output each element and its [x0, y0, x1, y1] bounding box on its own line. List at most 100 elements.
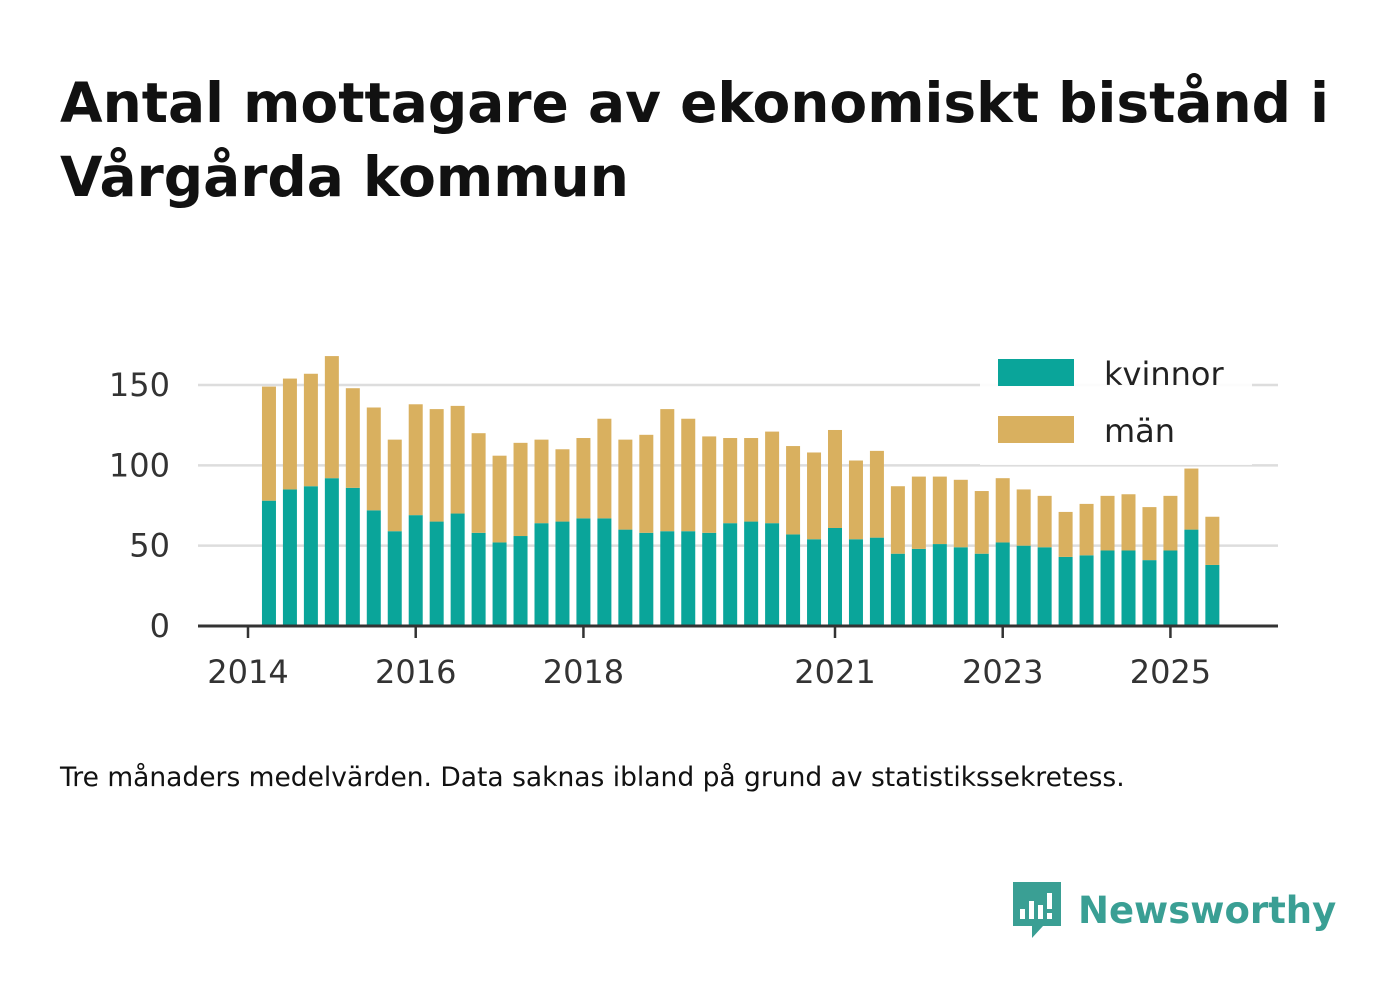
x-tick-label: 2025 [1130, 653, 1211, 691]
bar-kvinnor [639, 532, 654, 626]
bar-man [345, 388, 360, 488]
bar-kvinnor [1163, 550, 1178, 626]
bar-man [387, 439, 402, 532]
bar-man [1037, 495, 1052, 548]
bar-man [974, 491, 989, 554]
brand-logo[interactable]: Newsworthy [1010, 878, 1336, 942]
legend-label: kvinnor [1104, 355, 1225, 393]
bar-man [1058, 511, 1073, 557]
bar-man [932, 476, 947, 545]
bar-man [450, 405, 465, 514]
bar-man [681, 418, 696, 532]
bar-man [618, 439, 633, 530]
bar-man [702, 436, 717, 533]
legend[interactable]: kvinnor män [980, 345, 1252, 465]
bar-kvinnor [282, 489, 297, 626]
legend-swatch [998, 416, 1074, 443]
bar-man [1163, 495, 1178, 551]
bar-kvinnor [828, 527, 842, 626]
newsworthy-logo-icon [1013, 882, 1061, 938]
bar-kvinnor [869, 537, 884, 626]
bar-kvinnor [744, 521, 759, 626]
bar-kvinnor [807, 539, 822, 626]
bar-kvinnor [995, 542, 1010, 626]
bar-man [848, 460, 863, 540]
bar-kvinnor [702, 532, 717, 626]
x-tick-label: 2016 [375, 653, 456, 691]
bar-man [492, 455, 507, 543]
bar-kvinnor [345, 487, 360, 626]
bar-man [408, 404, 423, 516]
bar-kvinnor [513, 536, 528, 626]
brand-name: Newsworthy [1078, 888, 1337, 932]
bar-man [366, 407, 381, 511]
bar-kvinnor [786, 534, 801, 626]
bar-man [1100, 495, 1115, 551]
bar-man [1016, 489, 1031, 546]
bar-kvinnor [1184, 529, 1199, 626]
bar-kvinnor [1142, 560, 1157, 626]
bar-man [1079, 503, 1094, 556]
y-tick-label: 0 [150, 607, 170, 645]
x-tick-label: 2023 [962, 653, 1043, 691]
bar-man [744, 438, 759, 522]
bar-kvinnor [261, 500, 276, 626]
bar-kvinnor [1079, 555, 1094, 626]
bar-man [911, 476, 926, 549]
bars [261, 356, 1220, 626]
bar-man [639, 434, 654, 533]
bar-kvinnor [324, 478, 339, 626]
bar-man [534, 439, 549, 524]
bar-kvinnor [1058, 556, 1073, 626]
bar-kvinnor [597, 518, 612, 626]
y-tick-label: 100 [109, 446, 170, 484]
bar-kvinnor [450, 513, 465, 626]
bar-kvinnor [1121, 550, 1136, 626]
bar-kvinnor [953, 547, 968, 626]
bar-man [723, 438, 738, 524]
x-tick-label: 2018 [543, 653, 624, 691]
bar-kvinnor [492, 542, 507, 626]
bar-kvinnor [471, 532, 486, 626]
y-axis-tick-labels: 0 50 100 150 [109, 366, 170, 645]
bar-man [471, 433, 486, 533]
bar-man [555, 449, 570, 522]
bar-kvinnor [1205, 564, 1220, 626]
bar-kvinnor [890, 553, 905, 626]
bar-man [1121, 494, 1136, 551]
bar-kvinnor [618, 529, 633, 626]
bar-kvinnor [848, 539, 863, 626]
bar-man [597, 418, 612, 519]
footnote: Tre månaders medelvärden. Data saknas ib… [60, 762, 1125, 793]
bar-man [869, 450, 884, 538]
bar-kvinnor [1100, 550, 1115, 626]
bar-kvinnor [911, 548, 926, 626]
bar-man [786, 446, 801, 535]
bar-man [890, 486, 905, 554]
bar-man [261, 386, 276, 501]
bar-kvinnor [723, 523, 738, 626]
bar-man [765, 431, 780, 524]
bar-man [1142, 507, 1157, 561]
y-tick-label: 150 [109, 366, 170, 404]
bar-man [828, 429, 842, 528]
x-axis: 2014 2016 2018 2021 2023 2025 [198, 624, 1278, 691]
bar-kvinnor [366, 510, 381, 626]
x-tick-label: 2021 [794, 653, 875, 691]
bar-kvinnor [408, 515, 423, 626]
bar-kvinnor [555, 521, 570, 626]
bar-kvinnor [974, 553, 989, 626]
bar-man [303, 373, 318, 487]
legend-label: män [1104, 412, 1175, 450]
bar-kvinnor [1037, 547, 1052, 626]
bar-man [324, 356, 339, 479]
stacked-bar-chart: 0 50 100 150 kvinnor män 2014 2016 2018 2021 202… [108, 345, 1278, 691]
bar-man [282, 378, 297, 490]
bar-kvinnor [1016, 545, 1031, 626]
bar-man [660, 409, 675, 532]
bar-man [429, 409, 444, 522]
bar-kvinnor [660, 531, 675, 626]
legend-swatch [998, 359, 1074, 386]
x-tick-label: 2014 [207, 653, 288, 691]
bar-man [995, 478, 1010, 543]
